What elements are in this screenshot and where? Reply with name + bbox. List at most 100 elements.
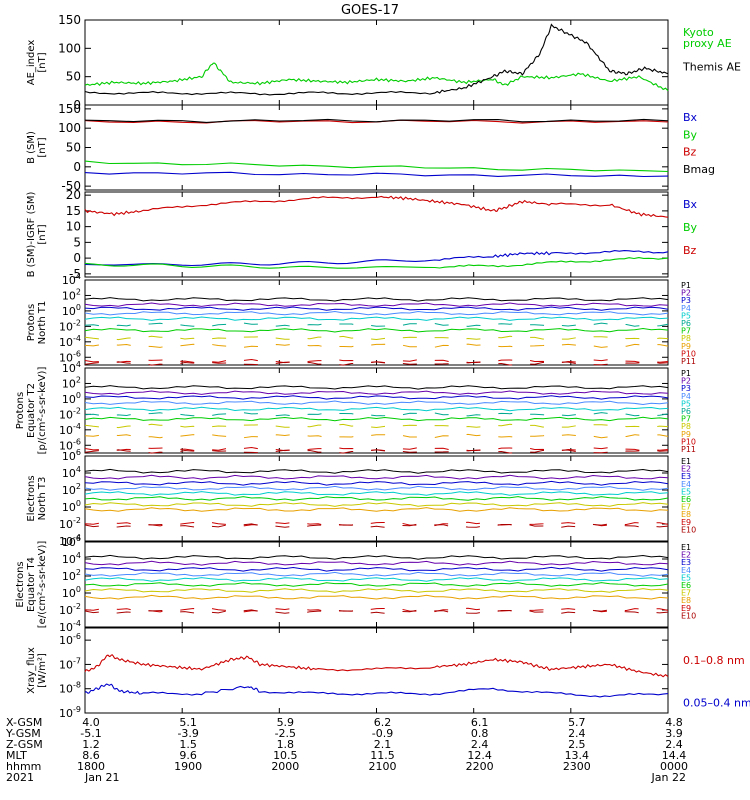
- y-tick-label: 104: [62, 272, 81, 287]
- ephemeris-value: 12.4: [467, 749, 492, 762]
- legend-label: E10: [681, 611, 696, 620]
- legend-label: By: [683, 221, 698, 234]
- ephemeris-value: 1.5: [179, 738, 197, 751]
- y-tick-label: 106: [62, 534, 81, 549]
- y-axis-label: Electrons: [15, 561, 26, 607]
- y-axis-label: North T1: [37, 301, 48, 345]
- y-tick-label: 104: [62, 360, 81, 375]
- legend-label: E5: [681, 573, 691, 582]
- ephemeris-value: 2.4: [665, 738, 683, 751]
- legend-label: E1: [681, 543, 691, 552]
- ephemeris-value: 2300: [563, 760, 591, 773]
- legend-label: Themis AE: [682, 61, 741, 74]
- channel-line: [84, 385, 669, 390]
- series-line: [84, 23, 669, 96]
- y-tick-label: 106: [62, 448, 81, 463]
- ephemeris-value: 8.6: [82, 749, 100, 762]
- legend-label: P2: [681, 289, 691, 298]
- y-axis-label: [nT]: [37, 52, 48, 72]
- ephemeris-value: 2000: [271, 760, 299, 773]
- channel-line: [84, 310, 669, 316]
- legend-label: Bmag: [683, 163, 715, 176]
- legend-label: E2: [681, 551, 691, 560]
- ephemeris-value: 10.5: [273, 749, 298, 762]
- ephemeris-value: 1800: [77, 760, 105, 773]
- ephemeris-value: 6.1: [471, 716, 489, 729]
- channel-line: [84, 607, 669, 613]
- legend-label: P1: [681, 281, 691, 290]
- channel-line: [84, 306, 669, 311]
- x-axis-ephemeris: X-GSMY-GSMZ-GSMMLThhmm20214.0-5.11.28.61…: [5, 716, 688, 784]
- channel-line: [84, 335, 669, 341]
- y-axis-label: North T3: [37, 477, 48, 521]
- channel-line: [84, 571, 669, 577]
- channel-line: [84, 406, 669, 412]
- y-tick-label: 102: [62, 287, 81, 302]
- panel-2: -50 0 50 100 150 B (SM) [nT] Bx By Bz Bmag: [26, 102, 715, 193]
- legend-label: P5: [681, 311, 691, 320]
- legend-label: E5: [681, 487, 691, 496]
- ephemeris-row-label: MLT: [6, 749, 27, 762]
- y-tick-label: 10-4: [59, 422, 81, 437]
- legend-label: P8: [681, 422, 691, 431]
- legend-label: E4: [681, 566, 691, 575]
- y-axis-label: [nT]: [37, 137, 48, 157]
- channel-line: [84, 361, 669, 366]
- y-tick-label: 104: [62, 465, 81, 480]
- y-tick-label: 10-2: [59, 602, 81, 617]
- y-tick-label: 100: [58, 121, 81, 135]
- legend-label: E6: [681, 495, 691, 504]
- channel-line: [84, 423, 669, 429]
- series-line: [84, 62, 669, 92]
- panel-frame: [84, 627, 669, 714]
- y-tick-label: 5: [73, 235, 81, 249]
- y-tick-label: 20: [66, 188, 81, 202]
- ephemeris-row-label: 2021: [6, 771, 34, 784]
- y-tick-label: 0: [73, 251, 81, 265]
- ephemeris-row-label: hhmm: [6, 760, 41, 773]
- y-axis-label: Protons: [15, 392, 26, 429]
- panel-frame: [84, 104, 669, 191]
- series-line: [84, 257, 669, 269]
- legend-label: E3: [681, 472, 691, 481]
- legend-label: E6: [681, 581, 691, 590]
- legend-label: Bz: [683, 244, 697, 257]
- channel-line: [84, 523, 669, 529]
- ephemeris-value: 2.1: [374, 738, 392, 751]
- ephemeris-value: 0000: [660, 760, 688, 773]
- y-axis-label: B (SM)-IGRF (SM): [26, 192, 37, 278]
- y-tick-label: 100: [62, 499, 81, 514]
- legend-label: E10: [681, 525, 696, 534]
- channel-line: [84, 594, 669, 600]
- channel-line: [84, 302, 669, 307]
- panel-8: 10-6 10-7 10-8 10-9 Xray_flux [W/m²] 0.1–0.8 n…: [26, 627, 750, 720]
- legend-label: P10: [681, 437, 696, 446]
- y-axis-label: [W/m²]: [37, 653, 48, 688]
- legend-label: Bx: [683, 198, 698, 211]
- legend-label: P9: [681, 430, 691, 439]
- legend-label: By: [683, 128, 698, 141]
- panel-frame: [84, 279, 669, 366]
- legend-label: P9: [681, 342, 691, 351]
- y-tick-label: 50: [66, 141, 81, 155]
- y-axis-label: Electrons: [26, 475, 37, 521]
- legend-label: E4: [681, 480, 691, 489]
- y-axis-label: B (SM): [26, 131, 37, 164]
- legend-label: E8: [681, 596, 691, 605]
- y-tick-label: 10-8: [59, 681, 81, 696]
- y-tick-label: 10-9: [59, 705, 81, 720]
- y-axis-label: Equator T2: [26, 383, 37, 438]
- channel-line: [84, 316, 669, 321]
- channel-line: [84, 560, 669, 566]
- y-axis-label: Equator T4: [26, 557, 37, 612]
- y-tick-label: 102: [62, 375, 81, 390]
- y-tick-label: 10: [66, 220, 81, 234]
- y-tick-label: 102: [62, 568, 81, 583]
- series-line: [84, 654, 669, 678]
- ephemeris-value: 2200: [466, 760, 494, 773]
- y-tick-label: 150: [58, 102, 81, 116]
- y-tick-label: 100: [62, 303, 81, 318]
- ephemeris-value: -3.9: [177, 727, 198, 740]
